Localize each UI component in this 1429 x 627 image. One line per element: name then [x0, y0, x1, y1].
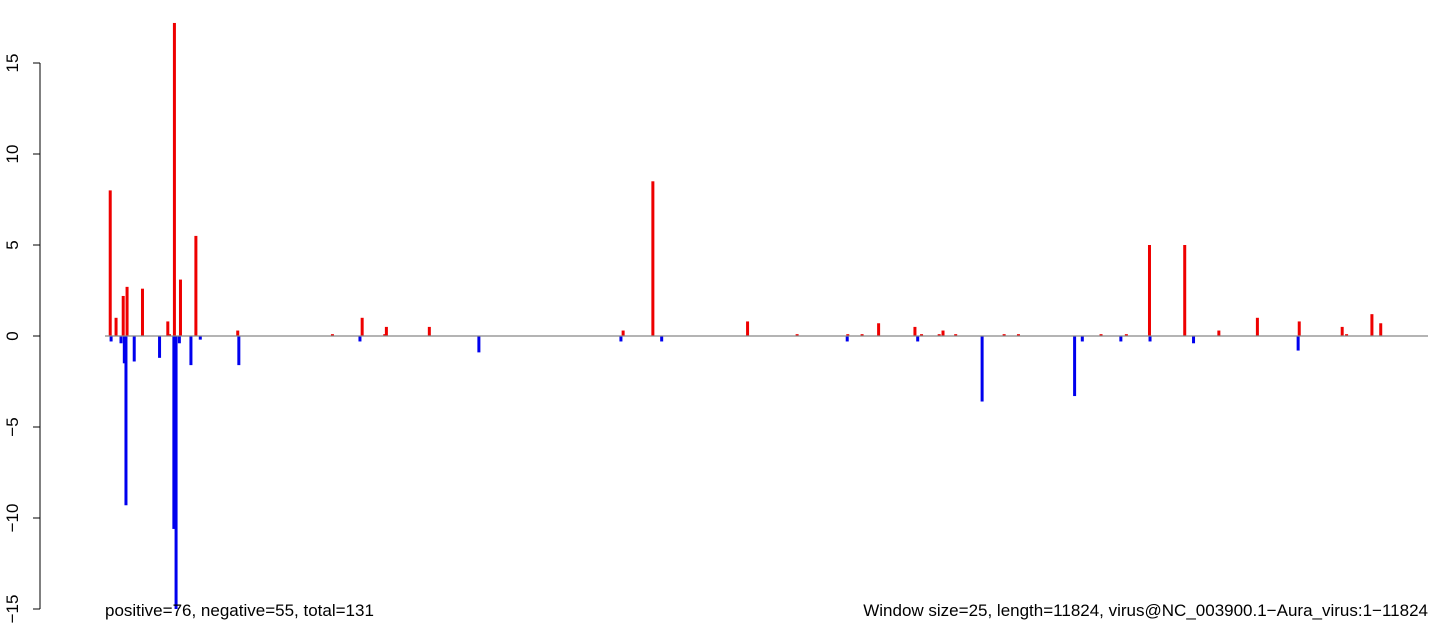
positive-bar — [114, 317, 118, 336]
negative-bar — [119, 336, 123, 344]
y-tick-label: −5 — [3, 417, 22, 436]
y-axis: −15 −10 −5 0 5 10 15 — [3, 54, 41, 624]
positive-bar — [178, 279, 182, 336]
negative-bar — [477, 336, 481, 353]
positive-bar — [1016, 334, 1020, 336]
negative-bar — [1192, 336, 1196, 344]
negative-bar — [124, 336, 128, 506]
y-tick-label: 10 — [3, 145, 22, 164]
positive-bar — [1124, 334, 1128, 336]
bars-group — [108, 22, 1383, 609]
y-tick-label: −15 — [3, 595, 22, 624]
positive-bar — [427, 326, 431, 336]
positive-bar — [1370, 314, 1374, 336]
negative-bar — [980, 336, 984, 402]
positive-bar — [172, 22, 176, 337]
positive-bar — [1340, 326, 1344, 336]
positive-bar — [746, 321, 750, 336]
positive-bar — [621, 330, 625, 336]
window-annotation: Window size=25, length=11824, virus@NC_0… — [863, 601, 1428, 620]
negative-bar — [358, 336, 362, 342]
positive-bar — [1379, 323, 1383, 336]
negative-bar — [198, 336, 202, 340]
positive-bar — [941, 330, 945, 336]
positive-bar — [1297, 321, 1301, 336]
positive-bar — [1002, 334, 1006, 336]
positive-bar — [383, 334, 387, 336]
y-tick-label: 0 — [3, 331, 22, 340]
negative-bar — [619, 336, 623, 342]
y-tick-label: 5 — [3, 240, 22, 249]
positive-bar — [913, 326, 917, 336]
negative-bar — [1073, 336, 1077, 397]
positive-bar — [108, 190, 112, 336]
positive-bar — [194, 235, 198, 336]
positive-bar — [1255, 317, 1259, 336]
positive-bar — [1183, 245, 1187, 336]
positive-bar — [937, 334, 941, 336]
negative-bar — [1296, 336, 1300, 351]
positive-bar — [1099, 334, 1103, 336]
positive-bar — [167, 334, 171, 336]
positive-bar — [360, 317, 364, 336]
positive-bar — [166, 321, 170, 336]
positive-bar — [140, 288, 144, 336]
negative-bar — [132, 336, 136, 362]
negative-bar — [189, 336, 193, 366]
positive-bar — [795, 334, 799, 336]
counts-annotation: positive=76, negative=55, total=131 — [105, 601, 374, 620]
negative-bar — [845, 336, 849, 342]
negative-bar — [122, 336, 126, 364]
positive-bar — [954, 334, 958, 336]
negative-bar — [158, 336, 162, 358]
positive-bar — [121, 295, 125, 336]
positive-bar — [651, 181, 655, 336]
positive-bar — [860, 334, 864, 336]
y-tick-label: 15 — [3, 54, 22, 73]
positive-bar — [1345, 334, 1349, 336]
negative-bar — [174, 336, 178, 609]
positive-bar — [330, 334, 334, 336]
negative-bar — [1080, 336, 1084, 342]
negative-bar — [177, 336, 181, 344]
negative-bar — [1148, 336, 1152, 342]
negative-bar — [109, 336, 113, 342]
negative-bar — [172, 336, 176, 529]
negative-bar — [916, 336, 920, 342]
negative-bar — [660, 336, 664, 342]
positive-bar — [236, 330, 240, 336]
positive-bar — [846, 334, 850, 336]
y-tick-label: −10 — [3, 504, 22, 533]
positive-bar — [125, 286, 129, 336]
positive-bar — [877, 323, 881, 336]
positive-bar — [1217, 330, 1221, 336]
positive-bar — [1147, 245, 1151, 336]
negative-bar — [237, 336, 241, 366]
positive-bar — [920, 334, 924, 336]
negative-bar — [1119, 336, 1123, 342]
positive-bar — [384, 326, 388, 336]
